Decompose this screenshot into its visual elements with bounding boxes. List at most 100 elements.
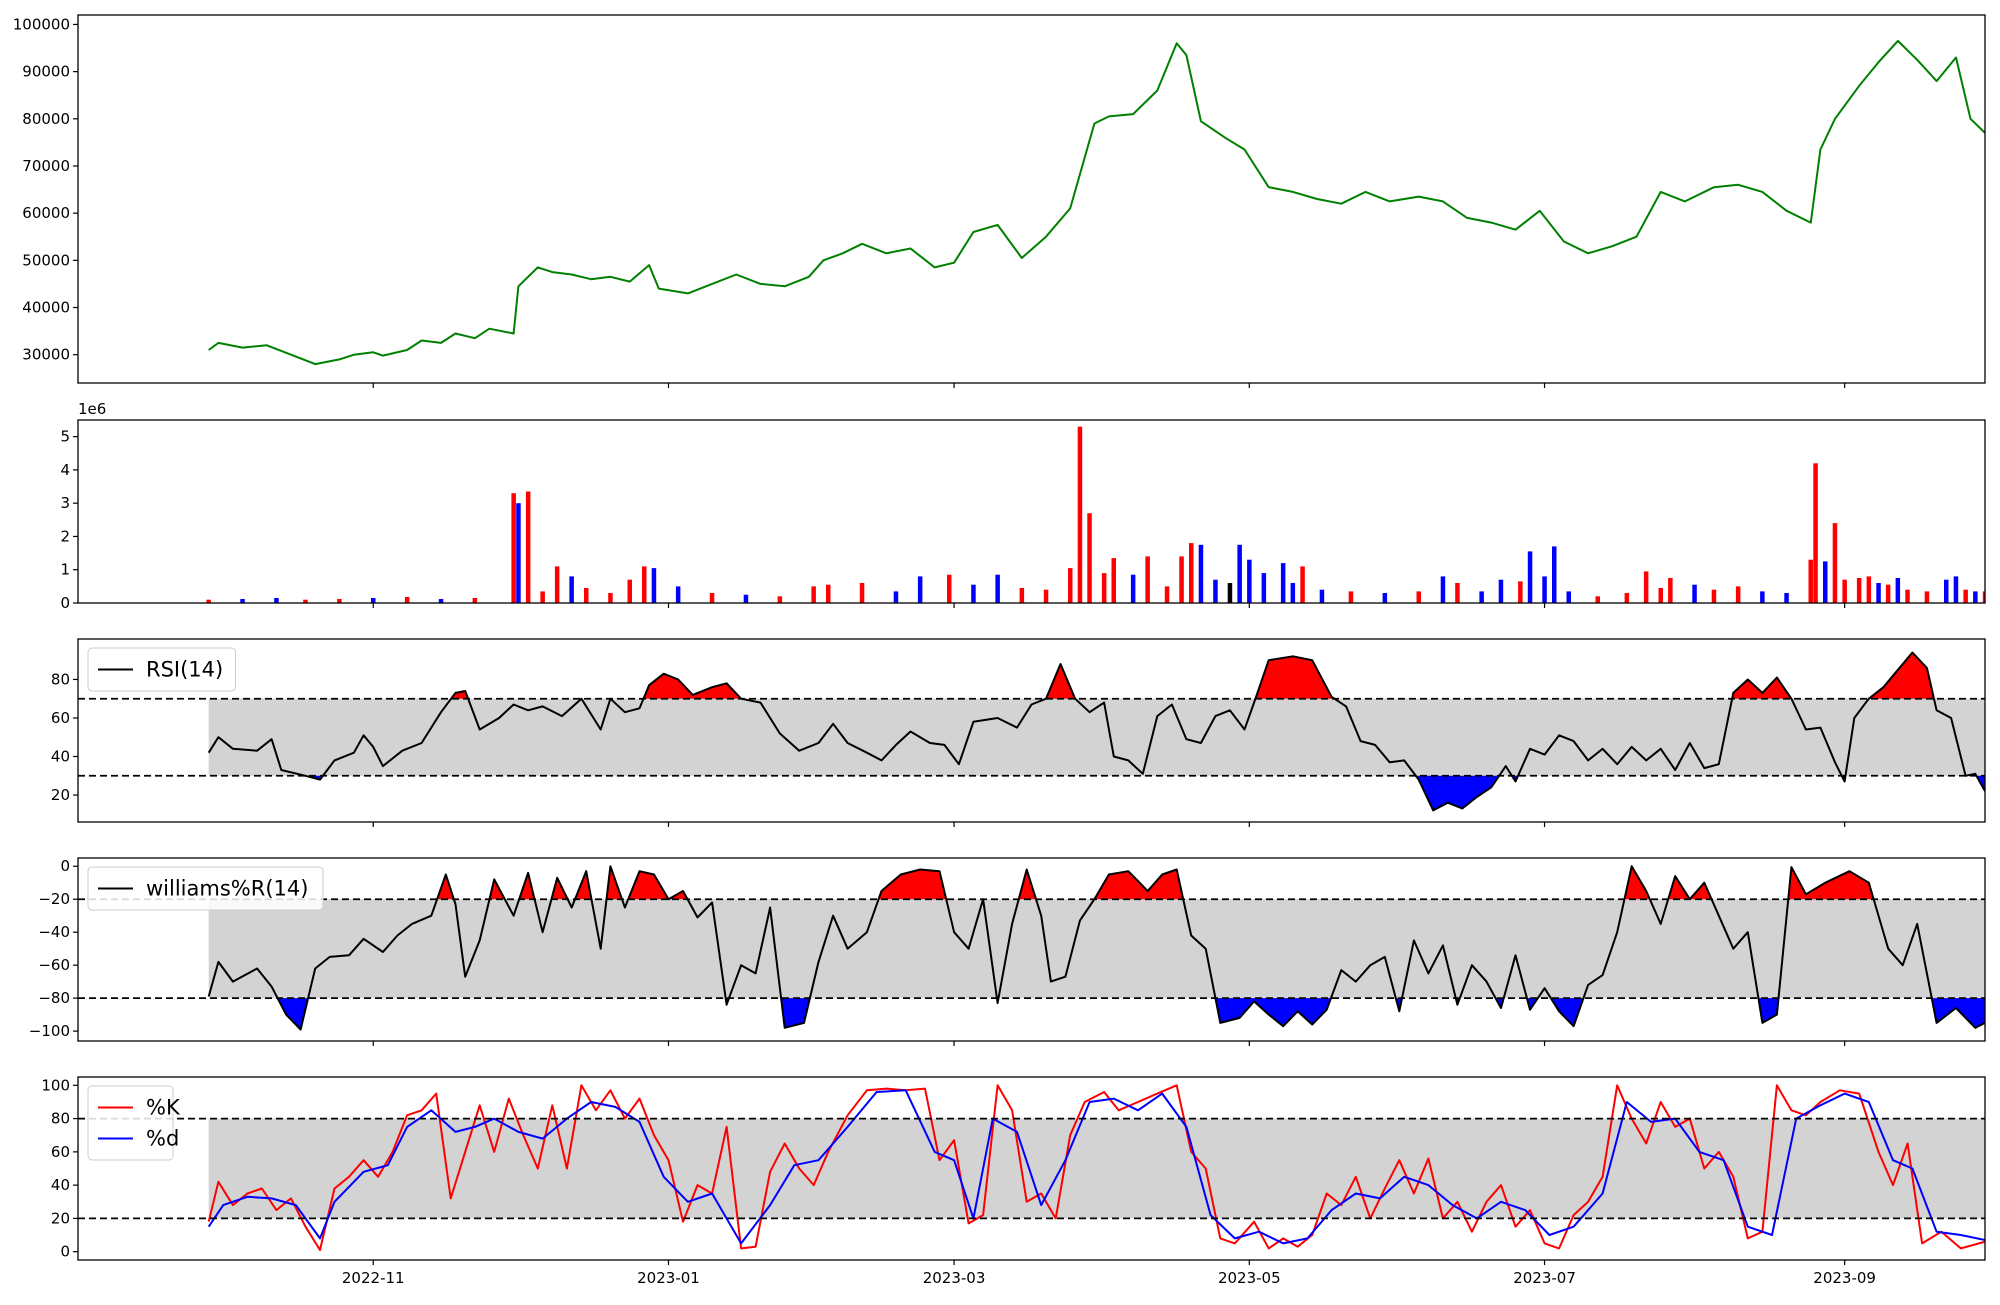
volume-bar (1735, 586, 1741, 603)
volume-bar (1237, 544, 1242, 603)
stochastic-legend: %K %d (87, 1085, 181, 1161)
legend-label: RSI(14) (146, 658, 223, 682)
volume-bar (1595, 596, 1600, 603)
volume-bar (917, 576, 923, 603)
volume-bar (1068, 568, 1073, 603)
williams-oversold-fill (208, 998, 1985, 1030)
volume-bar (1924, 591, 1930, 603)
volume-bar (525, 491, 531, 603)
y-tick-label: 40 (51, 748, 70, 766)
volume-bar (1164, 586, 1170, 603)
x-tick-label: 2023-09 (1813, 1269, 1876, 1287)
volume-bar (1416, 591, 1421, 603)
y-tick-label: −60 (38, 956, 70, 974)
y-tick-label: −40 (38, 923, 70, 941)
volume-bar (1823, 561, 1828, 603)
volume-bar (971, 584, 976, 603)
volume-bar (1213, 579, 1218, 603)
rsi-panel: 20 40 60 80 RSI(14) (51, 638, 1986, 827)
y-tick-label: 60 (51, 709, 70, 727)
y-tick-label: 0 (60, 594, 70, 612)
y-tick-label: 80 (51, 670, 70, 688)
williams-panel: −100 −80 −60 −40 −20 0 williams%R(14) (29, 857, 1986, 1046)
y-tick-label: 40 (51, 1176, 70, 1194)
volume-bar (1261, 573, 1267, 603)
y-offset-text: 1e6 (78, 400, 106, 418)
y-tick-label: 5 (60, 428, 70, 446)
williams-frame (77, 857, 1986, 1042)
volume-bar (743, 594, 749, 603)
volume-bar (1290, 583, 1296, 603)
volume-bar (1784, 593, 1789, 603)
volume-bar (1198, 544, 1204, 603)
rsi-overbought-fill (208, 652, 1985, 699)
y-tick-label: 70000 (22, 157, 70, 175)
williams-legend: williams%R(14) (87, 866, 324, 911)
volume-bar (569, 576, 574, 603)
volume-bar (472, 598, 478, 603)
stochastic-frame (77, 1076, 1986, 1261)
volume-bar (1552, 546, 1557, 603)
volume-bar (608, 593, 613, 603)
volume-bar (651, 568, 657, 603)
volume-bar (1885, 584, 1891, 603)
y-tick-label: 100 (41, 1076, 70, 1094)
volume-bar (811, 586, 816, 603)
volume-bar (1856, 578, 1862, 603)
volume-bar (1658, 588, 1663, 603)
volume-bar (1101, 573, 1107, 603)
volume-bar (1319, 589, 1325, 603)
volume-bar (1479, 591, 1484, 603)
volume-bar (1842, 579, 1847, 603)
stochastic-series-line-0 (207, 1084, 1985, 1251)
volume-bar (1711, 589, 1717, 603)
y-tick-label: 50000 (22, 251, 70, 269)
volume-bar (1760, 591, 1765, 603)
volume-bar (1440, 576, 1446, 603)
volume-panel: 0 1 2 3 4 5 1e6 (60, 400, 1986, 612)
volume-bar (1518, 581, 1523, 603)
volume-bar (1668, 578, 1673, 603)
x-tick-label: 2023-01 (637, 1269, 700, 1287)
volume-frame (77, 419, 1986, 604)
williams-overbought-fill (208, 868, 1985, 900)
volume-plot-area (206, 426, 1985, 603)
volume-bar (303, 599, 308, 603)
y-tick-label: 1 (60, 561, 70, 579)
stochastic-series-line-1 (207, 1089, 1985, 1245)
volume-bar (371, 598, 376, 603)
x-tick-label: 2022-11 (342, 1269, 405, 1287)
volume-bar (516, 503, 521, 603)
x-tick-label: 2023-07 (1513, 1269, 1576, 1287)
y-tick-label: 60 (51, 1143, 70, 1161)
stochastic-plot-area (207, 1084, 1985, 1251)
volume-bar (1077, 426, 1083, 603)
volume-bar (1455, 583, 1460, 603)
volume-bar (709, 593, 715, 603)
y-tick-label: 20 (51, 1209, 70, 1227)
volume-bar (777, 596, 783, 603)
volume-bar (1111, 558, 1116, 603)
y-tick-label: −80 (38, 989, 70, 1007)
rsi-legend: RSI(14) (87, 647, 236, 692)
y-tick-label: 60000 (22, 204, 70, 222)
volume-bar (1813, 463, 1818, 603)
rsi-plot-area (207, 651, 1985, 812)
volume-bar (1087, 513, 1092, 603)
volume-bar (1953, 576, 1959, 603)
legend-label: %d (146, 1127, 179, 1151)
price-series-line-0 (208, 39, 1985, 366)
volume-bar (1832, 523, 1838, 603)
volume-bar (1145, 556, 1150, 603)
volume-bar (1905, 589, 1910, 603)
rsi-series-line-0 (207, 651, 1985, 812)
y-tick-label: 4 (60, 461, 70, 479)
volume-bar (1130, 574, 1136, 603)
volume-bar (1280, 563, 1286, 603)
volume-bar (404, 597, 410, 603)
volume-bar (947, 574, 952, 603)
volume-bar (240, 599, 245, 603)
williams-band (208, 899, 1985, 999)
y-tick-label: 0 (60, 1243, 70, 1261)
